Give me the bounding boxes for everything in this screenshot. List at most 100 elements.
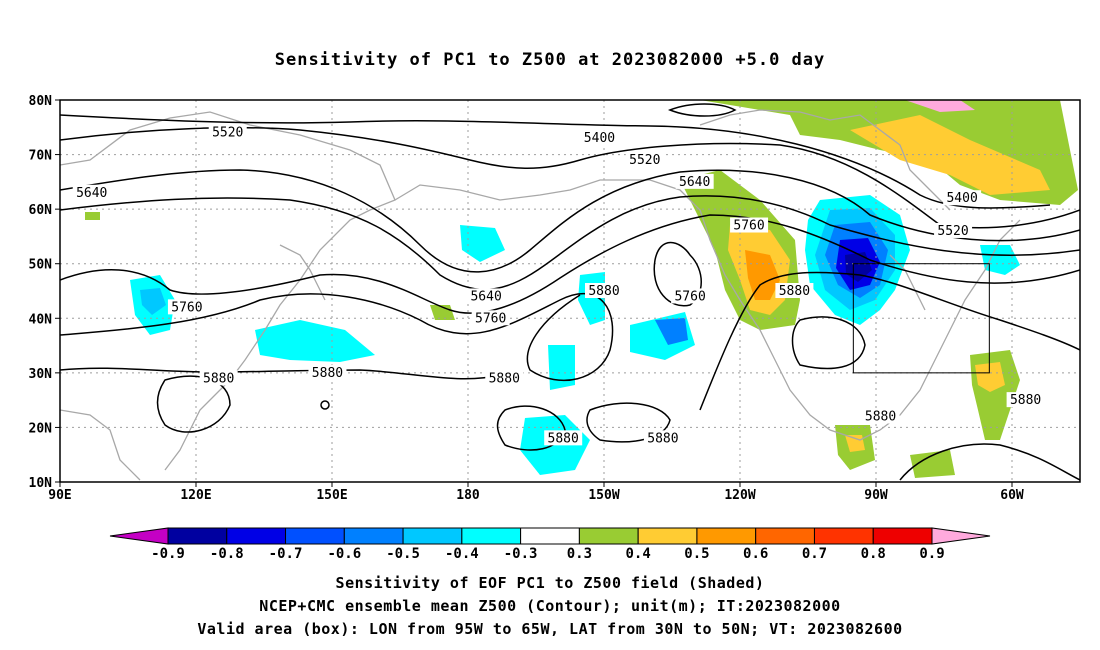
colorbar-cell [755, 527, 815, 545]
lat-label: 50N [29, 258, 53, 273]
contour-label: 5640 [470, 289, 501, 304]
contour-label-bg [934, 222, 973, 238]
contour-5640 [60, 169, 1080, 273]
contour-label-bg [775, 283, 814, 298]
contour-label-bg [485, 370, 524, 386]
contour-label-bg [72, 184, 111, 200]
contour-label-bg [167, 299, 206, 315]
colorbar-label: 0.5 [684, 546, 709, 562]
contour-label-bg [730, 217, 769, 233]
contour-label: 5400 [584, 131, 615, 146]
contour-5880-pacific [60, 293, 614, 382]
colorbar-label: 0.7 [802, 546, 827, 562]
colorbar-label: -0.7 [269, 546, 303, 562]
colorbar-cell [226, 527, 287, 545]
contour-label: 5520 [937, 224, 968, 239]
contour-label: 5400 [946, 191, 977, 206]
lat-label: 20N [29, 421, 53, 436]
lon-label: 180 [456, 488, 480, 503]
contour-label: 5760 [733, 219, 764, 234]
lat-label: 80N [29, 94, 53, 109]
lat-label: 60N [29, 203, 53, 218]
colorbar-label: -0.4 [445, 546, 479, 562]
contour-label-bg [471, 310, 510, 326]
lat-label: 70N [29, 149, 53, 164]
contour-label-bg [1006, 392, 1045, 408]
contour-label-bg [625, 152, 664, 168]
contour-label: 5520 [212, 126, 243, 141]
contour-label-bg [544, 430, 583, 446]
coastlines [60, 109, 1021, 481]
colorbar-cell [637, 527, 698, 545]
colorbar-cell [402, 527, 463, 545]
colorbar-cell [813, 527, 874, 545]
colorbar-cell [696, 527, 757, 545]
contour-label-bg [671, 288, 710, 304]
colorbar-cell [578, 527, 639, 545]
contour-5760-a [60, 195, 1080, 291]
contour-5760-b [60, 214, 1080, 314]
contour-label: 5640 [679, 175, 710, 190]
lon-label: 150W [588, 488, 619, 503]
colorbar-label: -0.5 [386, 546, 420, 562]
lon-label: 120E [180, 488, 211, 503]
contour-label-bg [861, 408, 900, 424]
contour-5400 [60, 114, 1051, 209]
colorbar-cell [872, 527, 933, 545]
contour-label: 5640 [76, 186, 107, 201]
contour-label: 5880 [779, 284, 810, 299]
lon-label: 90W [864, 488, 888, 503]
contour-label: 5760 [674, 289, 705, 304]
contour-label-bg [643, 430, 682, 446]
contour-label-bg [208, 124, 247, 140]
contour-label: 5880 [1010, 393, 1041, 408]
contour-label: 5880 [312, 366, 343, 381]
lat-label: 30N [29, 367, 53, 382]
colorbar-cell [343, 527, 404, 545]
caption-line-1: Sensitivity of EOF PC1 to Z500 field (Sh… [335, 574, 765, 592]
colorbar-cell [461, 527, 522, 545]
colorbar: -0.9 -0.8 -0.7 -0.6 -0.5 -0.4 -0.3 0.3 0.4 0.5 0.6… [109, 527, 991, 562]
contour-label-bg [580, 130, 619, 146]
contour-label: 5880 [647, 431, 678, 446]
latitude-labels: 80N 70N 60N 50N 40N 30N 20N 10N [29, 94, 53, 491]
lon-label: 90E [48, 488, 71, 503]
colorbar-low-arrow [109, 527, 169, 545]
contour-label-bg [675, 173, 714, 189]
contour-label: 5880 [203, 371, 234, 386]
colorbar-label: -0.6 [327, 546, 361, 562]
colorbar-label: -0.8 [210, 546, 244, 562]
colorbar-label: 0.6 [743, 546, 768, 562]
lon-label: 150E [316, 488, 347, 503]
lon-label: 60W [1000, 488, 1024, 503]
colorbar-label: -0.9 [151, 546, 185, 562]
contour-label: 5880 [588, 284, 619, 299]
figure-title: Sensitivity of PC1 to Z500 at 2023082000… [274, 50, 826, 70]
caption-line-2: NCEP+CMC ensemble mean Z500 (Contour); u… [259, 597, 841, 615]
contour-label: 5880 [865, 410, 896, 425]
contour-labels: 5520 5400 5520 5640 5640 5760 5400 5520 5760 5640… [72, 124, 1045, 446]
contour-label: 5760 [475, 311, 506, 326]
lon-label: 120W [724, 488, 755, 503]
colorbar-cell [520, 527, 580, 545]
contour-label-bg [199, 370, 238, 386]
colorbar-cell [285, 527, 345, 545]
colorbar-cell [167, 527, 228, 545]
contour-label: 5760 [171, 300, 202, 315]
colorbar-label: 0.8 [861, 546, 886, 562]
z500-contours [60, 103, 1080, 481]
caption-line-3: Valid area (box): LON from 95W to 65W, L… [197, 620, 903, 638]
sensitivity-shading [85, 100, 1078, 478]
lat-label: 40N [29, 312, 53, 327]
colorbar-label: 0.9 [919, 546, 944, 562]
contour-label-bg [308, 364, 347, 380]
lat-label: 10N [29, 476, 53, 491]
contour-label-bg [585, 283, 623, 298]
contour-label-bg [467, 288, 506, 304]
colorbar-label: 0.3 [567, 546, 592, 562]
longitude-labels: 90E 120E 150E 180 150W 120W 90W 60W [48, 488, 1024, 503]
colorbar-label: 0.4 [626, 546, 651, 562]
valid-area-box [852, 263, 990, 374]
colorbar-label: -0.3 [504, 546, 538, 562]
